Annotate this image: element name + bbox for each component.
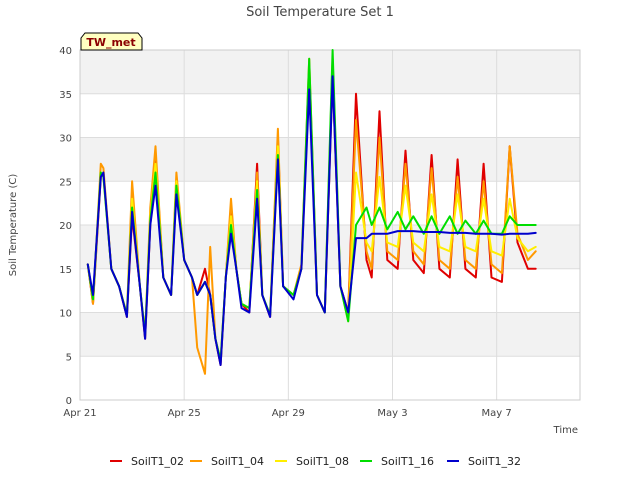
y-tick-label: 5 (66, 352, 72, 363)
y-tick-label: 25 (59, 177, 72, 188)
x-axis-label: Time (553, 425, 578, 436)
legend-entry: SoilT1_16 (381, 455, 434, 468)
y-tick-label: 20 (59, 221, 72, 232)
x-tick-label: Apr 29 (272, 408, 305, 419)
plot-frame (79, 49, 581, 401)
chart-title: Soil Temperature Set 1 (246, 5, 394, 20)
axes: 0 5 10 15 20 25 30 35 40 Apr 21 Apr 25 Apr 29 May 3 M… (59, 46, 581, 419)
station-badge: TW_met (80, 32, 143, 51)
data-series (86, 49, 537, 375)
legend-entry: SoilT1_02 (131, 455, 184, 468)
legend: SoilT1_02 SoilT1_04 SoilT1_08 SoilT1_16 Soil… (110, 455, 521, 468)
plot-band (80, 268, 580, 313)
series-line-soilt1-32 (86, 75, 537, 366)
y-tick-label: 15 (59, 265, 72, 276)
legend-entry: SoilT1_08 (296, 455, 349, 468)
y-tick-label: 30 (59, 134, 72, 145)
badge-box (80, 32, 143, 51)
x-tick-label: May 3 (377, 408, 407, 419)
badge-label: TW_met (86, 36, 135, 49)
plot-band (80, 356, 580, 400)
x-tick-label: May 7 (482, 408, 512, 419)
plot-band (80, 312, 580, 357)
x-tick-label: Apr 21 (63, 408, 96, 419)
plot-band (80, 50, 580, 94)
y-tick-label: 0 (66, 396, 72, 407)
x-tick-label: Apr 25 (168, 408, 201, 419)
y-tick-label: 40 (59, 46, 72, 57)
y-axis-label: Soil Temperature (C) (8, 174, 19, 277)
legend-entry: SoilT1_04 (211, 455, 264, 468)
legend-entry: SoilT1_32 (468, 455, 521, 468)
y-tick-label: 35 (59, 90, 72, 101)
y-tick-label: 10 (59, 309, 72, 320)
